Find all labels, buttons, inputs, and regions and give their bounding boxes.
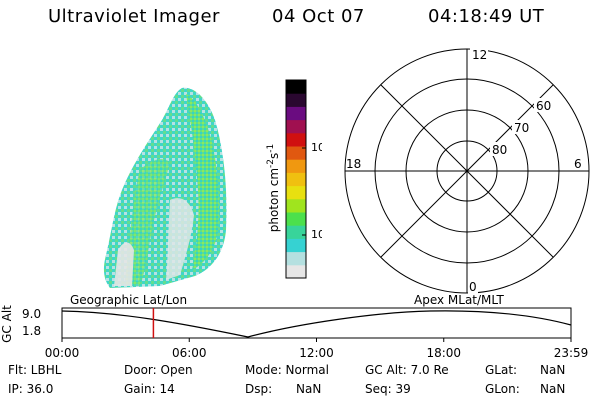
glat-value: NaN xyxy=(540,363,566,377)
auroral-image xyxy=(103,87,227,288)
altitude-tick-low: 1.8 xyxy=(22,324,41,338)
polar-mlt-plot: 12 6 0 18 60 70 80 xyxy=(344,48,590,294)
apex-title: Apex MLat/MLT xyxy=(414,293,504,307)
time-tick-label: 00:00 xyxy=(45,346,80,360)
colorbar-segment xyxy=(286,238,306,253)
gain-info: Gain: 14 xyxy=(124,382,175,396)
colorbar-segment xyxy=(286,93,306,107)
colorbar-segment xyxy=(286,264,306,279)
colorbar-segment xyxy=(286,251,306,266)
colorbar-label: photon cm-2s-1 xyxy=(266,144,281,233)
observation-date: 04 Oct 07 xyxy=(272,6,365,27)
glon-value: NaN xyxy=(540,382,566,396)
lat-label-70: 70 xyxy=(514,121,529,135)
observation-time: 04:18:49 UT xyxy=(428,6,545,27)
dsp-value: NaN xyxy=(296,382,322,396)
instrument-title: Ultraviolet Imager xyxy=(48,6,220,27)
colorbar-segment xyxy=(286,225,306,239)
dsp-label: Dsp: xyxy=(245,382,273,396)
filter-info: Flt: LBHL xyxy=(8,363,62,377)
mlt-label-12: 12 xyxy=(472,48,487,62)
lat-label-60: 60 xyxy=(536,99,551,113)
gc-alt-info: GC Alt: 7.0 Re xyxy=(365,363,449,377)
lat-label-80: 80 xyxy=(492,143,507,157)
glat-label: GLat: xyxy=(485,363,518,377)
altitude-axis-label: GC Alt xyxy=(0,305,14,343)
colorbar: 100 10 photon cm-2s-1 xyxy=(266,79,322,279)
mlt-label-18: 18 xyxy=(346,157,361,171)
colorbar-segment xyxy=(286,132,306,147)
colorbar-tick-100: 100 xyxy=(311,141,322,154)
mlt-label-0: 0 xyxy=(469,280,477,294)
colorbar-segment xyxy=(286,119,306,134)
colorbar-segment xyxy=(286,106,306,121)
mlt-label-6: 6 xyxy=(574,157,582,171)
ip-info: IP: 36.0 xyxy=(8,382,54,396)
colorbar-scale xyxy=(286,80,306,279)
time-tick-label: 18:00 xyxy=(426,346,461,360)
glon-label: GLon: xyxy=(485,382,520,396)
time-tick-label: 12:00 xyxy=(299,346,334,360)
colorbar-tick-10: 10 xyxy=(311,228,322,241)
geographic-title: Geographic Lat/Lon xyxy=(70,293,187,307)
colorbar-segment xyxy=(286,146,306,160)
altitude-timeline: GC Alt 9.0 1.8 Geographic Lat/Lon Apex M… xyxy=(0,293,589,360)
colorbar-segment xyxy=(286,198,306,213)
colorbar-segment xyxy=(286,185,306,200)
colorbar-segment xyxy=(286,212,306,226)
mode-info: Mode: Normal xyxy=(245,363,329,377)
time-tick-label: 06:00 xyxy=(172,346,207,360)
colorbar-segment xyxy=(286,80,306,94)
colorbar-segment xyxy=(286,159,306,173)
seq-info: Seq: 39 xyxy=(365,382,411,396)
altitude-curve xyxy=(61,310,572,338)
altitude-tick-high: 9.0 xyxy=(22,307,41,321)
door-info: Door: Open xyxy=(124,363,193,377)
time-tick-label: 23:59 xyxy=(554,346,589,360)
colorbar-segment xyxy=(286,172,306,187)
